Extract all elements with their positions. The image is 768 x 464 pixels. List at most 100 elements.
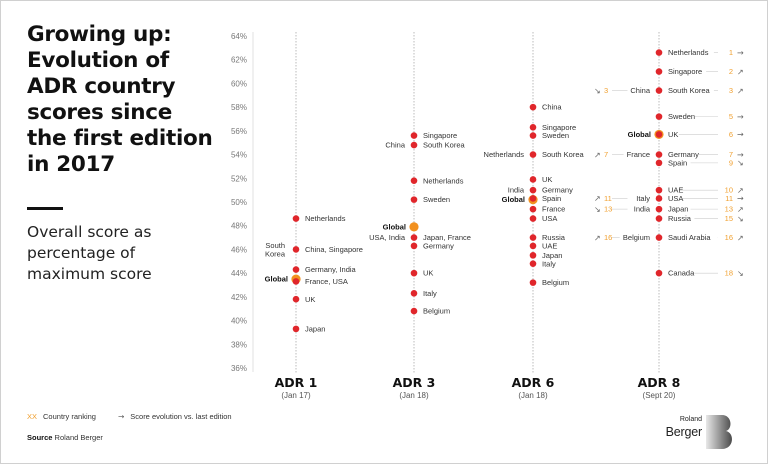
trend-arrow-icon: ↘	[737, 269, 744, 278]
country-label-left: France	[627, 150, 650, 159]
rank-label: 3	[604, 86, 608, 95]
country-label-right: Japan, France	[423, 233, 471, 242]
country-label-right: Sweden	[423, 195, 450, 204]
edition-date: (Jan 17)	[281, 391, 311, 400]
title-divider	[27, 207, 63, 210]
rank-label: 11	[604, 194, 612, 203]
country-label-right: Germany, India	[305, 265, 357, 274]
legend-arrow-label: Score evolution vs. last edition	[130, 412, 232, 421]
country-label-right: Germany	[542, 186, 573, 195]
trend-arrow-icon: ↗	[737, 86, 744, 95]
country-dot	[410, 242, 418, 250]
source-label: Source	[27, 433, 53, 442]
legend-arrow-icon: →	[117, 412, 125, 421]
country-label-right: Netherlands	[668, 48, 709, 57]
trend-arrow-icon: →	[737, 130, 744, 139]
country-label-left: USA, India	[369, 233, 406, 242]
country-label-right: Sweden	[542, 131, 569, 140]
country-label-right: USA	[542, 214, 557, 223]
country-label-right: UAE	[668, 186, 683, 195]
country-label-right: Japan	[668, 205, 688, 214]
legend: XX Country ranking → Score evolution vs. la…	[27, 412, 232, 421]
y-tick-label: 36%	[231, 364, 247, 373]
trend-arrow-icon: ↗	[594, 233, 601, 242]
rank-label: 13	[725, 205, 733, 214]
country-dot	[655, 215, 663, 222]
chart-subtitle: Overall score as percentage of maximum s…	[27, 223, 152, 283]
country-dot	[655, 131, 663, 138]
trend-arrow-icon: ↗	[737, 233, 744, 242]
country-label-right: UK	[542, 175, 552, 184]
country-dot	[292, 215, 300, 222]
y-tick-label: 64%	[231, 32, 247, 41]
global-label: Global	[383, 223, 406, 232]
country-dot	[655, 151, 663, 158]
y-tick-label: 56%	[231, 127, 247, 136]
country-label-right: USA	[668, 194, 683, 203]
country-dot	[410, 269, 418, 277]
country-dot	[529, 242, 537, 250]
country-dot	[529, 176, 537, 183]
rank-label: 18	[725, 269, 733, 278]
country-dot	[529, 195, 537, 202]
country-label-right: Russia	[668, 214, 692, 223]
country-label-right: Belgium	[423, 307, 450, 316]
country-dot	[655, 205, 663, 213]
trend-arrow-icon: →	[737, 150, 744, 159]
logo-line-2: Berger	[665, 425, 703, 439]
country-dot	[410, 307, 418, 315]
country-label-right: South Korea	[542, 150, 585, 159]
country-dot	[655, 113, 663, 120]
edition-date: (Jan 18)	[518, 391, 548, 400]
y-tick-label: 44%	[231, 269, 247, 278]
y-tick-label: 50%	[231, 198, 247, 207]
country-dot	[529, 124, 537, 131]
country-dot	[655, 269, 663, 277]
edition-label: ADR 8	[638, 375, 681, 390]
country-dot	[292, 295, 300, 303]
rank-label: 13	[604, 205, 612, 214]
edition-label: ADR 3	[393, 375, 436, 390]
country-label-left: Korea	[265, 249, 286, 258]
country-label-right: Netherlands	[423, 176, 464, 185]
country-dot	[655, 234, 663, 241]
country-label-right: China, Singapore	[305, 245, 363, 254]
y-tick-label: 40%	[231, 317, 247, 326]
country-label-left: Belgium	[623, 233, 650, 242]
trend-arrow-icon: →	[737, 194, 744, 203]
country-dot	[410, 290, 418, 297]
trend-arrow-icon: →	[737, 48, 744, 57]
logo-b-mark-icon	[706, 415, 732, 449]
country-label-right: Singapore	[423, 131, 457, 140]
trend-arrow-icon: →	[737, 112, 744, 121]
country-dot	[529, 215, 537, 222]
country-dot	[655, 159, 663, 167]
country-label-right: Italy	[542, 259, 556, 268]
country-label-left: India	[634, 205, 651, 214]
country-label-right: Japan	[542, 251, 562, 260]
edition-date: (Sept 20)	[643, 391, 676, 400]
edition-label: ADR 6	[512, 375, 555, 390]
country-label-right: Germany	[668, 150, 699, 159]
country-dot	[655, 195, 663, 202]
rank-label: 9	[729, 158, 733, 167]
y-tick-label: 60%	[231, 79, 247, 88]
logo-line-1: Roland	[679, 416, 702, 423]
country-label-right: UK	[423, 269, 433, 278]
country-label-right: Italy	[423, 289, 437, 298]
rank-label: 16	[725, 233, 733, 242]
country-label-right: China	[542, 103, 562, 112]
rank-label: 15	[725, 214, 733, 223]
country-dot	[529, 252, 537, 259]
country-dot	[655, 68, 663, 75]
country-label-right: UK	[305, 295, 315, 304]
trend-arrow-icon: ↘	[737, 214, 744, 223]
country-dot	[529, 260, 537, 267]
country-label-left: China	[630, 86, 650, 95]
country-dot	[410, 196, 418, 203]
y-tick-label: 54%	[231, 151, 247, 160]
country-dot	[410, 234, 418, 241]
country-label-left: Italy	[636, 194, 650, 203]
trend-arrow-icon: ↗	[594, 150, 601, 159]
country-label-right: Belgium	[542, 278, 569, 287]
